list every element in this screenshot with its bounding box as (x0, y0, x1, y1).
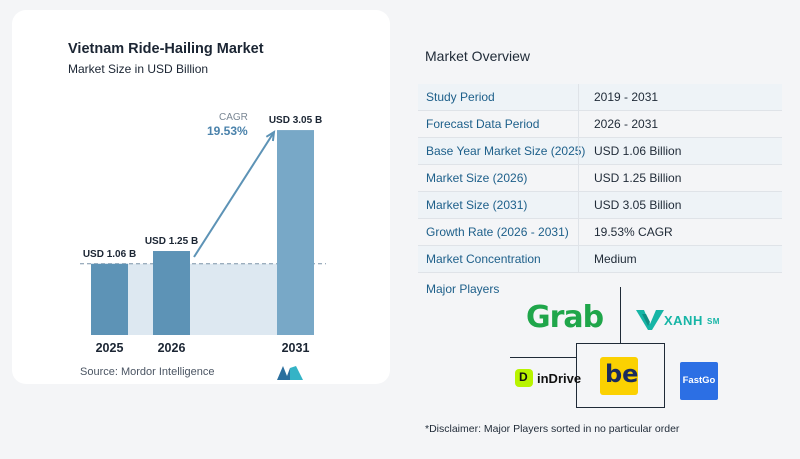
indrive-badge-icon: D (515, 369, 533, 387)
x-tick-label: 2031 (282, 341, 310, 355)
overview-row: Market Size (2031) USD 3.05 Billion (418, 192, 782, 219)
overview-row: Study Period 2019 - 2031 (418, 84, 782, 111)
xanh-v-icon (636, 310, 664, 330)
overview-row: Market Size (2026) USD 1.25 Billion (418, 165, 782, 192)
overview-row: Growth Rate (2026 - 2031) 19.53% CAGR (418, 219, 782, 246)
overview-row: Base Year Market Size (2025) USD 1.06 Bil… (418, 138, 782, 165)
chart-subtitle: Market Size in USD Billion (68, 62, 209, 76)
overview-row-label: Growth Rate (2026 - 2031) (426, 225, 569, 239)
overview-table: Study Period 2019 - 2031 Forecast Data Per… (418, 84, 782, 273)
players-divider (664, 343, 665, 407)
overview-column-divider (578, 84, 579, 273)
xanh-sm-text: SM (706, 317, 720, 327)
cagr-arrow-head (265, 130, 276, 142)
players-divider (620, 287, 621, 343)
overview-row-value: Medium (594, 252, 637, 266)
x-tick-label: 2026 (158, 341, 186, 355)
fastgo-logo-text: FastGo (682, 375, 716, 386)
bar-data-label: USD 1.06 B (83, 249, 136, 260)
overview-row-label: Study Period (426, 90, 495, 104)
overview-row-label: Forecast Data Period (426, 117, 540, 131)
players-divider (576, 407, 665, 408)
chart-title: Vietnam Ride-Hailing Market (68, 41, 264, 57)
bar-data-label: USD 3.05 B (269, 115, 322, 126)
cagr-arrow-line (193, 131, 275, 258)
overview-row-value: USD 1.06 Billion (594, 144, 682, 158)
source-note: Source: Mordor Intelligence (80, 366, 215, 378)
overview-row-value: 2019 - 2031 (594, 90, 659, 104)
bar (91, 263, 128, 335)
overview-row-value: 19.53% CAGR (594, 225, 673, 239)
be-logo-text: be (605, 360, 639, 388)
overview-row-value: USD 1.25 Billion (594, 171, 682, 185)
be-logo: be (600, 357, 638, 395)
indrive-badge-glyph: D (519, 370, 528, 384)
overview-title: Market Overview (425, 48, 531, 64)
cagr-value: 19.53% (207, 124, 248, 138)
mordor-logo-icon (277, 366, 303, 380)
overview-row-value: 2026 - 2031 (594, 117, 659, 131)
players-divider (510, 357, 576, 358)
bar-data-label: USD 1.25 B (145, 236, 198, 247)
xanh-logo-text: XANH (664, 313, 703, 328)
overview-row-label: Market Size (2026) (426, 171, 528, 185)
cagr-label: CAGR (219, 112, 248, 123)
x-tick-label: 2025 (96, 341, 124, 355)
overview-row-label: Base Year Market Size (2025) (426, 144, 586, 158)
xanh-sm-logo: XANH SM (636, 308, 722, 332)
indrive-logo-text: inDrive (537, 371, 582, 386)
bar (277, 130, 314, 335)
bar (153, 251, 190, 335)
bar-chart: USD 1.06 B 2025 USD 1.25 B 2026 USD 3.05 B 20… (80, 112, 326, 355)
overview-row-label: Market Concentration (426, 252, 541, 266)
overview-row-label: Market Size (2031) (426, 198, 528, 212)
players-title: Major Players (426, 282, 500, 296)
overview-row-value: USD 3.05 Billion (594, 198, 682, 212)
overview-row: Market Concentration Medium (418, 246, 782, 273)
disclaimer: *Disclaimer: Major Players sorted in no … (425, 423, 680, 435)
overview-row: Forecast Data Period 2026 - 2031 (418, 111, 782, 138)
players-divider (576, 343, 577, 407)
players-divider (576, 343, 665, 344)
grab-logo: Grab (526, 300, 604, 335)
fastgo-logo: FastGo (680, 362, 718, 400)
